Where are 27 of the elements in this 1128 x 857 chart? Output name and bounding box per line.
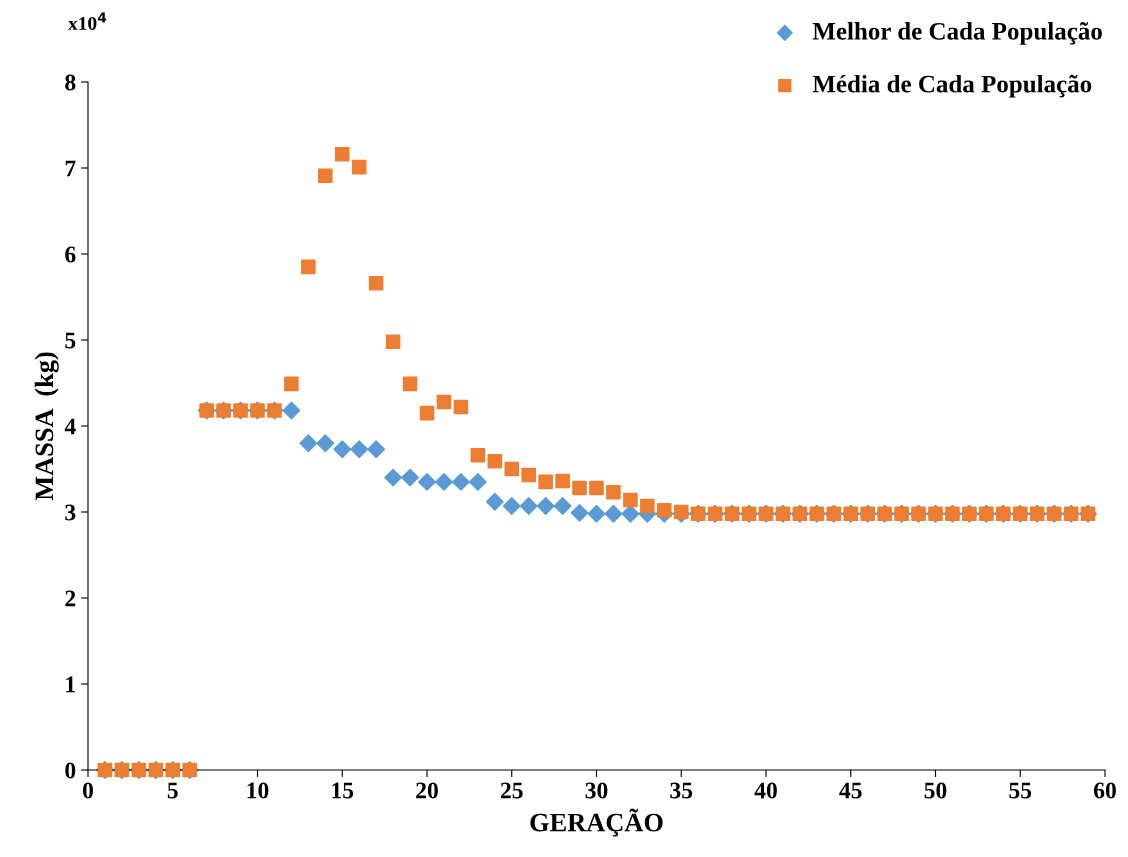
legend-label: Média de Cada População — [812, 74, 1092, 98]
text: x10$^{4}$ — [68, 12, 107, 31]
x-tick-label: 25 — [500, 782, 523, 799]
x-axis-title: GERAÇÃO — [530, 808, 663, 837]
x-tick-label: 50 — [924, 782, 947, 799]
x-tick-label: 40 — [754, 782, 777, 799]
y-tick-label: 6 — [65, 246, 76, 263]
x-tick-label: 10 — [247, 782, 269, 799]
x-tick-label: 55 — [1009, 782, 1032, 799]
y-tick-label: 4 — [64, 418, 76, 435]
y-tick-label: 0 — [65, 762, 76, 779]
y-tick-label: 1 — [66, 676, 75, 693]
y-tick-label: 2 — [65, 590, 76, 607]
x-tick-label: 15 — [332, 782, 354, 799]
x-tick-label: 0 — [83, 782, 93, 799]
x-tick-label: 20 — [416, 782, 438, 799]
x-tick-label: 45 — [839, 782, 862, 799]
x-tick-label: 60 — [1094, 782, 1116, 799]
x-tick-label: 5 — [167, 782, 178, 799]
y-tick-label: 8 — [65, 74, 76, 91]
y-tick-label: 7 — [65, 160, 76, 177]
x-tick-label: 35 — [670, 782, 693, 799]
legend-label: Melhor de Cada População — [812, 22, 1102, 45]
y-tick-label: 5 — [65, 332, 76, 349]
y-tick-label: 3 — [65, 504, 76, 521]
y-axis-title: MASSA (kg) — [34, 352, 59, 501]
x-tick-label: 30 — [585, 782, 608, 799]
